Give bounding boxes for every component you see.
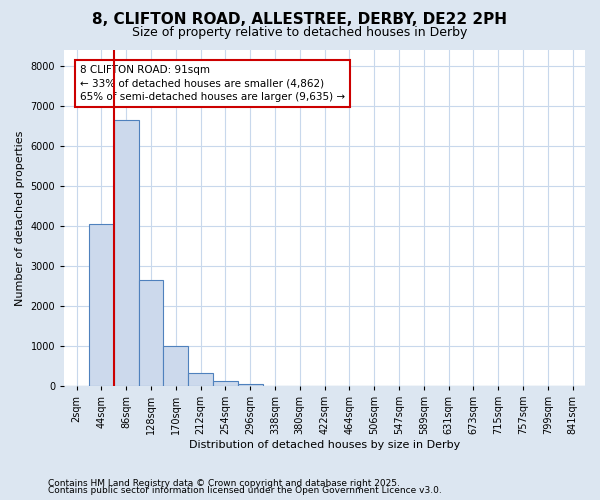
Y-axis label: Number of detached properties: Number of detached properties [15,130,25,306]
Bar [238,384,263,386]
Text: 8, CLIFTON ROAD, ALLESTREE, DERBY, DE22 2PH: 8, CLIFTON ROAD, ALLESTREE, DERBY, DE22 … [92,12,508,28]
Bar [139,280,163,386]
Text: Contains HM Land Registry data © Crown copyright and database right 2025.: Contains HM Land Registry data © Crown c… [48,478,400,488]
Text: 8 CLIFTON ROAD: 91sqm
← 33% of detached houses are smaller (4,862)
65% of semi-d: 8 CLIFTON ROAD: 91sqm ← 33% of detached … [80,65,345,102]
Bar [163,346,188,386]
Bar [213,380,238,386]
X-axis label: Distribution of detached houses by size in Derby: Distribution of detached houses by size … [189,440,460,450]
Bar [89,224,114,386]
Bar [114,120,139,386]
Bar [188,373,213,386]
Text: Contains public sector information licensed under the Open Government Licence v3: Contains public sector information licen… [48,486,442,495]
Text: Size of property relative to detached houses in Derby: Size of property relative to detached ho… [133,26,467,39]
